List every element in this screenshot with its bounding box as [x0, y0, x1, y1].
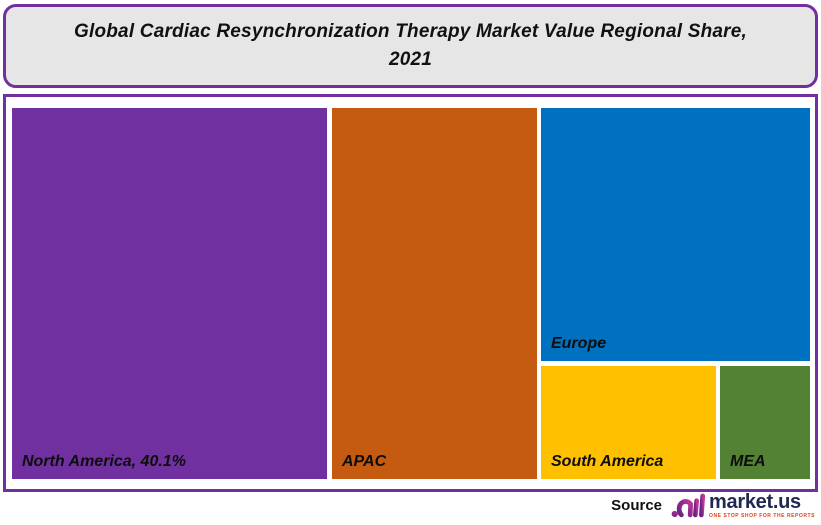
treemap-tile-south-america: South America — [541, 366, 716, 479]
treemap-tile-europe: Europe — [541, 108, 810, 361]
source-label: Source — [611, 496, 663, 514]
marketus-brand-text: market.us ONE STOP SHOP FOR THE REPORTS — [709, 492, 815, 519]
tile-label-apac: APAC — [342, 453, 387, 470]
chart-title-line1: Global Cardiac Resynchronization Therapy… — [73, 21, 747, 42]
tile-label-south-america: South America — [551, 453, 664, 470]
treemap-tile-north-america: North America, 40.1% — [12, 108, 327, 479]
marketus-brand: market.us ONE STOP SHOP FOR THE REPORTS — [671, 491, 815, 519]
chart-title-box: Global Cardiac Resynchronization Therapy… — [3, 4, 818, 88]
chart-title-line2: 2021 — [388, 49, 433, 70]
tile-label-europe: Europe — [551, 335, 607, 352]
marketus-brand-name: market.us — [709, 490, 801, 513]
tile-label-north-america: North America, 40.1% — [22, 453, 186, 470]
treemap-tile-mea: MEA — [720, 366, 810, 479]
marketus-brand-tagline: ONE STOP SHOP FOR THE REPORTS — [709, 512, 815, 519]
source-attribution: Source market.us ONE STOP SHOP FOR THE R… — [611, 489, 815, 521]
tile-label-mea: MEA — [730, 453, 766, 470]
marketus-logo-icon — [671, 493, 706, 518]
treemap-tile-apac: APAC — [332, 108, 537, 479]
